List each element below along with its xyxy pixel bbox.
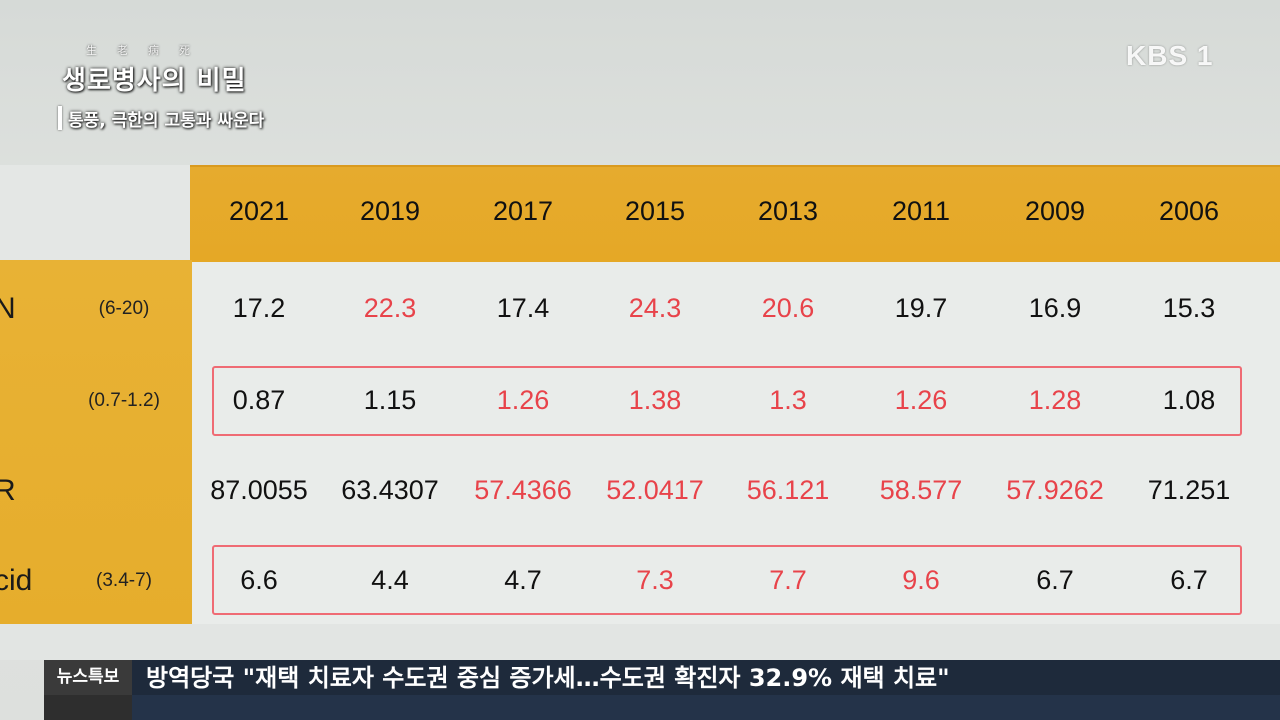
- table-cell: 20.6: [761, 293, 815, 323]
- table-cell: 7.7: [769, 565, 807, 595]
- table-cell: 17.4: [496, 293, 550, 323]
- program-logo: 生老病死 생로병사의 비밀 통풍, 극한의 고통과 싸운다: [58, 40, 288, 135]
- table-cell: 63.4307: [341, 475, 439, 505]
- year-header: 2011: [891, 196, 951, 226]
- highlight-box: [212, 366, 1242, 436]
- year-header: 2009: [1024, 196, 1086, 226]
- program-hanja: 生老病死: [86, 44, 210, 57]
- screen-bottom-edge: [0, 624, 1280, 660]
- table-cell: 4.4: [371, 565, 409, 595]
- table-cell: 1.08: [1162, 385, 1216, 415]
- reference-range: (3.4-7): [96, 570, 152, 591]
- program-title: 생로병사의 비밀: [62, 66, 247, 96]
- broadcaster-logo: KBS 1: [1126, 40, 1214, 71]
- table-cell: 4.7: [504, 565, 542, 595]
- reference-range: (0.7-1.2): [88, 390, 160, 411]
- table-cell: 0.87: [232, 385, 286, 415]
- table-cell: 17.2: [232, 293, 286, 323]
- ticker-lower-band: [132, 695, 1280, 720]
- table-cell: 1.26: [894, 385, 948, 415]
- table-cell: 9.6: [902, 565, 940, 595]
- table-cell: 6.6: [240, 565, 278, 595]
- table-header-row: [190, 165, 1280, 262]
- year-header: 2021: [228, 196, 290, 226]
- program-subtitle: 통풍, 극한의 고통과 싸운다: [68, 111, 265, 131]
- year-header: 2019: [359, 196, 421, 226]
- table-cell: 1.38: [628, 385, 682, 415]
- table-cell: 6.7: [1170, 565, 1208, 595]
- table-cell: 7.3: [636, 565, 674, 595]
- row-label: R: [0, 474, 16, 507]
- table-cell: 57.9262: [1006, 475, 1104, 505]
- ticker-badge: 뉴스특보: [44, 660, 132, 695]
- table-cell: 52.0417: [606, 475, 704, 505]
- table-cell: 6.7: [1036, 565, 1074, 595]
- table-cell: 1.15: [363, 385, 417, 415]
- table-cell: 71.251: [1147, 475, 1231, 505]
- ticker-badge-lower: [44, 695, 132, 720]
- table-corner-cell: [0, 165, 190, 260]
- row-label: N: [0, 292, 16, 325]
- year-header: 2015: [624, 196, 686, 226]
- year-header: 2017: [492, 196, 554, 226]
- table-cell: 1.28: [1028, 385, 1082, 415]
- subtitle-bar: [58, 106, 62, 130]
- year-header: 2013: [757, 196, 819, 226]
- table-cell: 57.4366: [474, 475, 572, 505]
- table-cell: 15.3: [1162, 293, 1216, 323]
- row-label: cid: [0, 564, 33, 597]
- year-header: 2006: [1158, 196, 1220, 226]
- table-cell: 87.0055: [210, 475, 308, 505]
- reference-range: (6-20): [98, 298, 150, 319]
- table-cell: 58.577: [879, 475, 963, 505]
- table-cell: 1.26: [496, 385, 550, 415]
- table-cell: 56.121: [746, 475, 830, 505]
- table-cell: 22.3: [363, 293, 417, 323]
- highlight-box: [212, 545, 1242, 615]
- table-cell: 1.3: [769, 385, 807, 415]
- table-cell: 24.3: [628, 293, 682, 323]
- table-cell: 19.7: [894, 293, 948, 323]
- ticker-headline: 방역당국 "재택 치료자 수도권 중심 증가세…수도권 확진자 32.9% 재택…: [146, 664, 950, 692]
- table-cell: 16.9: [1028, 293, 1082, 323]
- table-label-column: [0, 260, 192, 624]
